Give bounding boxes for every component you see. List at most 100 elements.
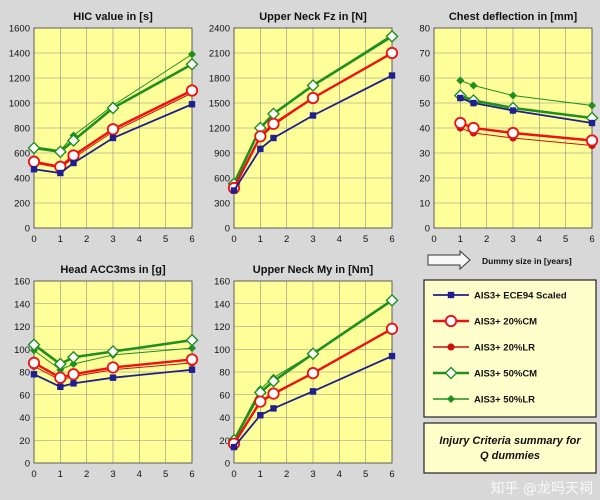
data-point: [54, 371, 67, 384]
legend-label: AIS3+ 20%CM: [474, 317, 537, 328]
data-point: [267, 374, 280, 388]
y-tick-label: 1000: [9, 99, 30, 110]
legend: AIS3+ ECE94 Scaled AIS3+ 20%CM AIS3+ 20%LR…: [423, 279, 597, 418]
x-tick-label: 4: [337, 234, 342, 245]
y-tick-label: 10: [419, 199, 430, 210]
data-point: [270, 134, 277, 142]
data-point: [254, 130, 267, 143]
data-point: [254, 395, 267, 408]
x-tick-label: 6: [189, 234, 194, 245]
data-point: [388, 72, 396, 79]
data-point: [385, 29, 399, 43]
data-point: [469, 81, 478, 90]
data-point: [509, 107, 517, 114]
data-point: [30, 371, 38, 378]
data-point: [185, 57, 199, 71]
data-point: [257, 412, 264, 419]
x-tick-label: 5: [363, 469, 368, 480]
x-tick-label: 5: [163, 469, 168, 480]
x-tick-label: 1: [258, 234, 263, 245]
y-tick-label: 140: [214, 299, 230, 310]
x-tick-label: 0: [31, 234, 36, 245]
y-tick-label: 30: [419, 149, 430, 160]
data-point: [257, 145, 264, 153]
data-point: [470, 99, 477, 107]
legend-item: AIS3+ ECE94 Scaled: [433, 291, 567, 302]
series-ais3-50-lr: [456, 76, 596, 110]
chart-title: Head ACC3ms in [g]: [60, 264, 166, 276]
chart-title: HIC value in [s]: [73, 11, 153, 23]
legend-label: AIS3+ ECE94 Scaled: [474, 291, 567, 302]
data-point: [109, 134, 117, 142]
data-point: [385, 46, 399, 60]
data-point: [506, 126, 520, 140]
y-tick-label: 140: [14, 299, 30, 310]
x-tick-label: 6: [189, 469, 194, 480]
x-tick-label: 3: [310, 234, 315, 245]
chart-1: 0 200 400 600 800 1000 1200 1400 1600 0 1 2 3 4 5 6 HIC …: [9, 11, 199, 245]
y-tick-label: 0: [425, 224, 430, 235]
y-tick-label: 0: [225, 459, 230, 470]
y-tick-label: 0: [25, 459, 30, 470]
data-point: [230, 187, 238, 194]
chart-title: Chest deflection in [mm]: [449, 11, 578, 23]
y-tick-label: 120: [14, 322, 30, 333]
data-point: [67, 134, 80, 147]
data-point: [467, 121, 480, 135]
data-point: [588, 119, 596, 127]
x-tick-label: 1: [58, 234, 63, 245]
y-tick-label: 60: [419, 74, 430, 85]
x-tick-label: 5: [163, 234, 168, 245]
data-point: [309, 388, 317, 395]
data-point: [457, 94, 464, 102]
legend-item: AIS3+ 50%CM: [433, 366, 537, 380]
series-ais3-20-cm: [27, 353, 199, 384]
series-ais3-ece94-scaled: [30, 101, 196, 177]
legend-item: AIS3+ 20%CM: [433, 314, 537, 328]
series-line: [460, 80, 593, 106]
series-line: [459, 94, 593, 120]
data-point: [67, 368, 80, 381]
chart-title: Upper Neck My in [Nm]: [253, 264, 374, 276]
data-point: [388, 352, 396, 360]
y-tick-label: 80: [219, 368, 230, 379]
y-tick-label: 20: [19, 436, 30, 447]
legend-marker: [447, 343, 455, 351]
plot-frame: [433, 27, 593, 229]
legend-label: AIS3+ 20%LR: [474, 343, 535, 354]
data-point: [67, 149, 80, 162]
data-point: [106, 101, 120, 115]
data-point: [267, 117, 280, 130]
y-tick-label: 2100: [209, 49, 230, 60]
series-ais3-20-cm: [27, 84, 199, 173]
data-point: [27, 338, 41, 352]
x-tick-label: 3: [310, 469, 315, 480]
watermark: 知乎 @龙吗天祠: [491, 480, 593, 497]
series-ais3-ece94-scaled: [30, 366, 196, 390]
legend-label: AIS3+ 50%CM: [474, 369, 537, 380]
x-tick-label: 2: [484, 234, 489, 245]
x-tick-label: 4: [537, 234, 542, 245]
data-point: [53, 145, 67, 159]
data-point: [385, 322, 399, 335]
y-tick-label: 2400: [209, 24, 230, 35]
y-tick-label: 80: [19, 368, 30, 379]
data-point: [306, 367, 320, 380]
plot-frame: [233, 27, 393, 229]
data-point: [185, 84, 199, 97]
summary-line-2: Q dummies: [480, 450, 540, 462]
chart-4: 0 20 40 60 80 100 120 140 160 0 1 2 3 4 5 6 Head ACC3ms …: [14, 264, 199, 480]
series-line: [459, 121, 593, 142]
x-tick-label: 6: [389, 234, 394, 245]
data-point: [270, 405, 277, 412]
legend-marker: [447, 291, 455, 299]
data-point: [185, 333, 199, 347]
chart-3: 0 10 20 30 40 50 60 70 80 0 1 2 3 4 5 6 Chest deflection…: [419, 11, 599, 245]
dummy-size-arrow: Dummy size in [years]: [427, 249, 572, 271]
data-point: [188, 50, 196, 59]
series-ais3-ece94-scaled: [230, 352, 396, 451]
data-point: [509, 91, 517, 100]
plot-frame: [233, 280, 393, 464]
data-point: [456, 76, 465, 85]
chart-5: 0 20 40 60 80 100 120 140 160 0 1 2 3 4 5 6 Upper Neck M…: [214, 264, 399, 480]
